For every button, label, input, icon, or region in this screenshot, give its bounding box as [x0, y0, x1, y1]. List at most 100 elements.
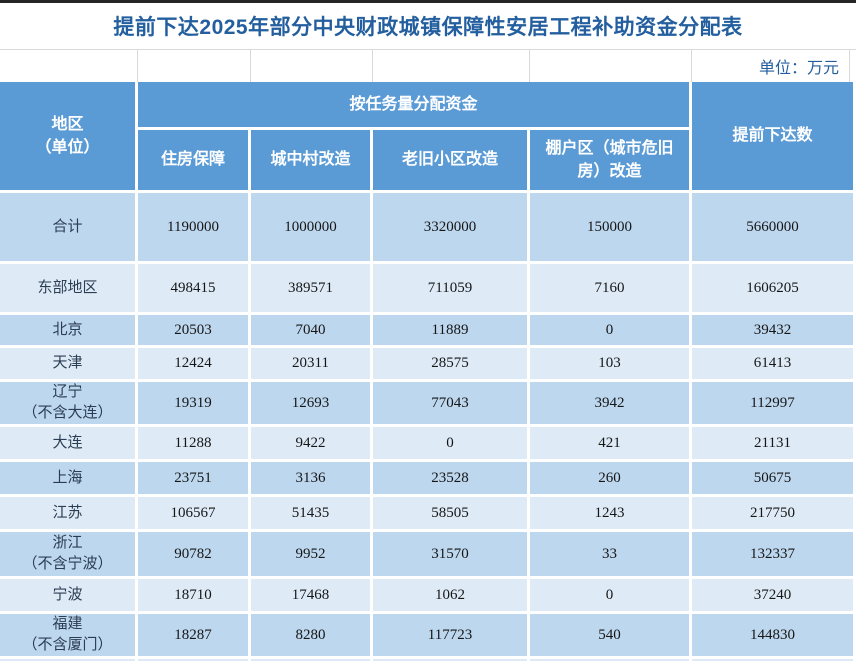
value-cell: 3942: [530, 382, 693, 427]
value-cell: 498415: [138, 264, 251, 315]
value-cell: 18287: [138, 614, 251, 659]
title-row: 提前下达2025年部分中央财政城镇保障性安居工程补助资金分配表: [0, 3, 856, 49]
value-cell: 1606205: [692, 264, 856, 315]
table-row: 辽宁 （不含大连） 19319 12693 77043 3942 112997: [0, 382, 856, 427]
value-cell: 51435: [251, 497, 373, 532]
value-cell: 11288: [138, 427, 251, 462]
value-cell: 7040: [251, 315, 373, 348]
value-cell: 106567: [138, 497, 251, 532]
value-cell: 103: [530, 348, 693, 382]
header-subcolumn-cell: 住房保障: [138, 130, 251, 193]
value-cell: 20503: [138, 315, 251, 348]
value-cell: 117723: [373, 614, 530, 659]
table-row: 宁波 18710 17468 1062 0 37240: [0, 579, 856, 614]
region-cell: 合计: [0, 193, 138, 264]
unit-row: 单位：万元: [0, 49, 856, 82]
value-cell: 7160: [530, 264, 693, 315]
region-cell: 福建 （不含厦门）: [0, 614, 138, 659]
value-cell: 132337: [692, 532, 856, 579]
value-cell: 3320000: [373, 193, 530, 264]
value-cell: 50675: [692, 462, 856, 497]
region-cell: 大连: [0, 427, 138, 462]
allocation-table: 地区 （单位） 按任务量分配资金 提前下达数 住房保障 城中村改造 老旧小区改造 棚户…: [0, 82, 856, 661]
table-row: 合计 1190000 1000000 3320000 150000 5660000: [0, 193, 856, 264]
region-cell: 天津: [0, 348, 138, 382]
header-total-cell: 提前下达数: [692, 82, 856, 193]
value-cell: 1243: [530, 497, 693, 532]
value-cell: 9422: [251, 427, 373, 462]
value-cell: 0: [530, 579, 693, 614]
value-cell: 20311: [251, 348, 373, 382]
page-title: 提前下达2025年部分中央财政城镇保障性安居工程补助资金分配表: [113, 16, 743, 39]
value-cell: 3136: [251, 462, 373, 497]
value-cell: 28575: [373, 348, 530, 382]
value-cell: 112997: [692, 382, 856, 427]
value-cell: 260: [530, 462, 693, 497]
header-subcolumn-cell: 城中村改造: [251, 130, 373, 193]
header-region-cell: 地区 （单位）: [0, 82, 138, 193]
region-cell: 宁波: [0, 579, 138, 614]
table-body: 合计 1190000 1000000 3320000 150000 5660000 东部地区…: [0, 193, 856, 661]
value-cell: 19319: [138, 382, 251, 427]
value-cell: [373, 659, 530, 661]
value-cell: 217750: [692, 497, 856, 532]
value-cell: 90782: [138, 532, 251, 579]
region-cell: 上海: [0, 462, 138, 497]
value-cell: 144830: [692, 614, 856, 659]
value-cell: 18710: [138, 579, 251, 614]
value-cell: 8280: [251, 614, 373, 659]
unit-label: 单位：万元: [758, 60, 839, 77]
value-cell: 0: [373, 427, 530, 462]
region-cell: 辽宁 （不含大连）: [0, 382, 138, 427]
value-cell: [251, 659, 373, 661]
region-cell: 江苏: [0, 497, 138, 532]
value-cell: 31570: [373, 532, 530, 579]
value-cell: 17468: [251, 579, 373, 614]
value-cell: 1190000: [138, 193, 251, 264]
value-cell: 23751: [138, 462, 251, 497]
unit-row-gridcell: [850, 50, 856, 82]
value-cell: 150000: [530, 193, 693, 264]
region-cell: [0, 659, 138, 661]
value-cell: 58505: [373, 497, 530, 532]
value-cell: 540: [530, 614, 693, 659]
table-row: 大连 11288 9422 0 421 21131: [0, 427, 856, 462]
value-cell: 21131: [692, 427, 856, 462]
table-row: 北京 20503 7040 11889 0 39432: [0, 315, 856, 348]
value-cell: 1062: [373, 579, 530, 614]
unit-row-gridcell: [530, 50, 692, 82]
value-cell: 37240: [692, 579, 856, 614]
value-cell: [138, 659, 251, 661]
value-cell: 1000000: [251, 193, 373, 264]
unit-row-gridcell: [138, 50, 251, 82]
table-row: 上海 23751 3136 23528 260 50675: [0, 462, 856, 497]
value-cell: 11889: [373, 315, 530, 348]
table-row: 江苏 106567 51435 58505 1243 217750: [0, 497, 856, 532]
value-cell: 12693: [251, 382, 373, 427]
region-cell: 北京: [0, 315, 138, 348]
top-border-bar: [0, 0, 856, 3]
value-cell: 5660000: [692, 193, 856, 264]
value-cell: 9952: [251, 532, 373, 579]
value-cell: 0: [530, 315, 693, 348]
table-header: 地区 （单位） 按任务量分配资金 提前下达数 住房保障 城中村改造 老旧小区改造 棚户…: [0, 82, 856, 193]
value-cell: [530, 659, 693, 661]
table-row: 福建 （不含厦门） 18287 8280 117723 540 144830: [0, 614, 856, 659]
unit-row-gridcell: [0, 50, 138, 82]
region-cell: 东部地区: [0, 264, 138, 315]
value-cell: 33: [530, 532, 693, 579]
header-group-cell: 按任务量分配资金: [138, 82, 693, 130]
value-cell: 389571: [251, 264, 373, 315]
header-subcolumn-cell: 老旧小区改造: [373, 130, 530, 193]
value-cell: 39432: [692, 315, 856, 348]
unit-label-cell: 单位：万元: [692, 50, 850, 82]
unit-row-gridcell: [373, 50, 530, 82]
table-row: 浙江 （不含宁波） 90782 9952 31570 33 132337: [0, 532, 856, 579]
header-subcolumn-cell: 棚户区（城市危旧房）改造: [530, 130, 693, 193]
value-cell: 711059: [373, 264, 530, 315]
table-row: 天津 12424 20311 28575 103 61413: [0, 348, 856, 382]
value-cell: 12424: [138, 348, 251, 382]
value-cell: 61413: [692, 348, 856, 382]
table-row: 东部地区 498415 389571 711059 7160 1606205: [0, 264, 856, 315]
